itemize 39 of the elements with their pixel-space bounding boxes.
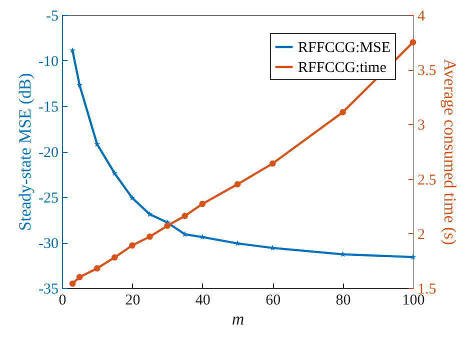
point (340, 109, 346, 116)
legend-label: RFFCCG:time (298, 60, 387, 76)
y2-tick-label: 2.5 (418, 172, 436, 188)
point (94, 265, 100, 272)
point (234, 181, 241, 188)
point (69, 280, 76, 287)
y-tick-label: -30 (38, 236, 58, 252)
point (94, 141, 100, 147)
y2-tick-label: 4 (418, 8, 426, 24)
y2-tick-label: 3 (418, 118, 425, 134)
point (146, 234, 153, 240)
x-tick-label: 40 (195, 292, 210, 308)
legend-label: RFFCCG:MSE (298, 40, 391, 56)
point (70, 47, 76, 54)
y2-axis-title: Average consumed time (s) (440, 58, 460, 246)
point (111, 254, 118, 261)
x-tick-label: 20 (125, 292, 140, 308)
point (182, 212, 188, 220)
y-tick-label: -35 (38, 282, 58, 298)
y-tick-label: -5 (46, 8, 58, 24)
x-tick-label: 0 (58, 292, 66, 308)
x-tick-label: 60 (266, 292, 281, 308)
y2-tick-label: 2 (418, 226, 425, 243)
point (129, 242, 136, 249)
point (199, 200, 206, 208)
point (146, 211, 153, 217)
y-tick-label: -15 (38, 100, 58, 116)
y-tick-label: -25 (38, 190, 58, 206)
point (76, 274, 83, 280)
y2-tick-label: 3.5 (418, 63, 436, 80)
y-tick-label: -20 (38, 145, 58, 161)
point (129, 194, 136, 200)
point (410, 39, 416, 46)
point (164, 222, 170, 229)
y-tick-label: -10 (38, 54, 58, 70)
x-axis-title: m (232, 310, 244, 328)
y-axis-title: Steady-state MSE (dB) (16, 73, 35, 231)
point (269, 160, 276, 167)
x-tick-label: 80 (336, 292, 351, 308)
